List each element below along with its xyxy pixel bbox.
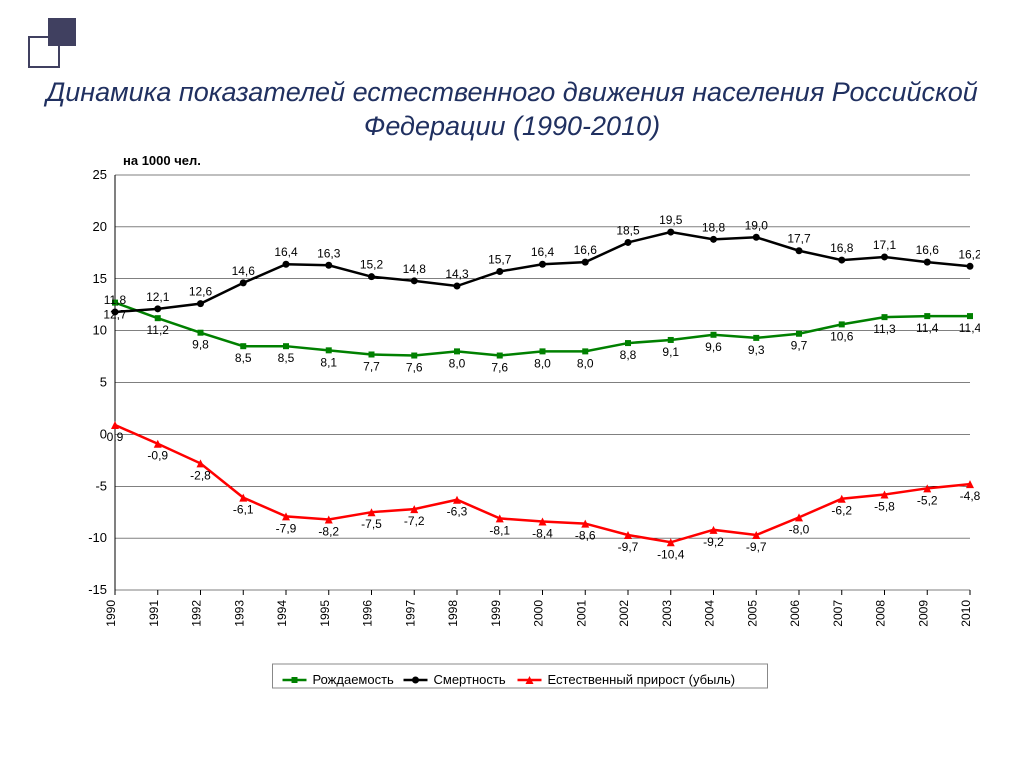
svg-text:7,7: 7,7: [363, 359, 380, 373]
svg-text:1997: 1997: [403, 600, 417, 627]
svg-text:9,1: 9,1: [662, 345, 679, 359]
svg-text:-6,1: -6,1: [233, 503, 254, 517]
svg-text:-5,2: -5,2: [917, 493, 938, 507]
svg-text:11,3: 11,3: [873, 322, 896, 336]
svg-text:17,1: 17,1: [873, 238, 897, 252]
svg-text:15: 15: [93, 271, 107, 286]
svg-text:14,8: 14,8: [403, 262, 427, 276]
svg-text:-2,8: -2,8: [190, 468, 211, 482]
svg-text:-8,4: -8,4: [532, 527, 553, 541]
svg-text:16,6: 16,6: [574, 243, 598, 257]
svg-text:16,4: 16,4: [274, 245, 298, 259]
svg-text:7,6: 7,6: [406, 361, 423, 375]
svg-text:12,6: 12,6: [189, 285, 213, 299]
svg-text:8,8: 8,8: [620, 348, 637, 362]
svg-text:-5,8: -5,8: [874, 500, 895, 514]
chart-title: Динамика показателей естественного движе…: [0, 76, 1024, 144]
svg-text:-10: -10: [88, 530, 107, 545]
svg-text:8,0: 8,0: [534, 356, 551, 370]
svg-text:18,5: 18,5: [616, 223, 640, 237]
svg-text:9,6: 9,6: [705, 340, 722, 354]
svg-text:1999: 1999: [489, 600, 503, 627]
svg-text:9,3: 9,3: [748, 343, 765, 357]
svg-text:2006: 2006: [788, 600, 802, 627]
svg-text:-6,2: -6,2: [831, 504, 852, 518]
svg-text:17,7: 17,7: [787, 232, 811, 246]
svg-text:2005: 2005: [745, 600, 759, 627]
svg-text:-6,3: -6,3: [447, 505, 468, 519]
svg-text:-8,2: -8,2: [318, 524, 339, 538]
line-chart: на 1000 чел.-15-10-505101520251990199119…: [60, 150, 980, 710]
svg-text:11,4: 11,4: [916, 321, 939, 335]
svg-text:1996: 1996: [361, 600, 375, 627]
svg-text:16,4: 16,4: [531, 245, 555, 259]
svg-text:8,0: 8,0: [577, 356, 594, 370]
svg-text:25: 25: [93, 167, 107, 182]
svg-text:-9,2: -9,2: [703, 535, 724, 549]
svg-text:2010: 2010: [959, 600, 973, 627]
svg-text:-8,1: -8,1: [489, 523, 510, 537]
svg-text:8,0: 8,0: [449, 356, 466, 370]
svg-text:1990: 1990: [104, 600, 118, 627]
svg-text:2004: 2004: [703, 600, 717, 627]
svg-text:-5: -5: [95, 478, 107, 493]
svg-text:18,8: 18,8: [702, 220, 726, 234]
svg-text:15,2: 15,2: [360, 258, 384, 272]
svg-text:14,3: 14,3: [445, 267, 469, 281]
svg-text:-7,5: -7,5: [361, 517, 382, 531]
svg-text:7,6: 7,6: [491, 361, 508, 375]
svg-text:-7,2: -7,2: [404, 514, 425, 528]
svg-text:16,2: 16,2: [958, 247, 980, 261]
svg-text:1998: 1998: [446, 600, 460, 627]
svg-text:Смертность: Смертность: [434, 672, 506, 687]
svg-text:1992: 1992: [190, 600, 204, 627]
svg-text:8,5: 8,5: [235, 351, 252, 365]
svg-text:2002: 2002: [617, 600, 631, 627]
svg-text:20: 20: [93, 219, 107, 234]
svg-text:-4,8: -4,8: [960, 489, 980, 503]
svg-text:8,1: 8,1: [320, 355, 337, 369]
svg-text:-7,9: -7,9: [276, 521, 297, 535]
svg-text:9,7: 9,7: [791, 339, 808, 353]
svg-text:-0,9: -0,9: [147, 449, 168, 463]
svg-text:19,5: 19,5: [659, 213, 683, 227]
svg-text:-8,0: -8,0: [789, 522, 810, 536]
svg-text:-9,7: -9,7: [618, 540, 639, 554]
svg-text:2009: 2009: [916, 600, 930, 627]
svg-text:1991: 1991: [147, 600, 161, 627]
svg-text:16,3: 16,3: [317, 246, 341, 260]
svg-text:-15: -15: [88, 582, 107, 597]
svg-text:9,8: 9,8: [192, 338, 209, 352]
svg-text:0,9: 0,9: [107, 430, 124, 444]
svg-text:2003: 2003: [660, 600, 674, 627]
svg-text:16,8: 16,8: [830, 241, 854, 255]
svg-text:14,6: 14,6: [232, 264, 256, 278]
svg-text:11,8: 11,8: [104, 293, 127, 307]
svg-text:2000: 2000: [532, 600, 546, 627]
svg-text:1993: 1993: [232, 600, 246, 627]
svg-text:на 1000 чел.: на 1000 чел.: [123, 153, 201, 168]
svg-text:8,5: 8,5: [278, 351, 295, 365]
svg-text:2001: 2001: [574, 600, 588, 627]
svg-text:10: 10: [93, 323, 107, 338]
svg-text:-9,7: -9,7: [746, 540, 767, 554]
svg-text:15,7: 15,7: [488, 252, 512, 266]
svg-text:-10,4: -10,4: [657, 547, 685, 561]
svg-text:2008: 2008: [874, 600, 888, 627]
chart-container: на 1000 чел.-15-10-505101520251990199119…: [60, 150, 980, 710]
svg-text:10,6: 10,6: [830, 329, 854, 343]
svg-text:11,2: 11,2: [147, 323, 170, 337]
svg-text:Естественный прирост (убыль): Естественный прирост (убыль): [548, 672, 736, 687]
svg-text:16,6: 16,6: [916, 243, 940, 257]
svg-text:2007: 2007: [831, 600, 845, 627]
svg-text:12,1: 12,1: [146, 290, 170, 304]
svg-text:11,4: 11,4: [959, 321, 980, 335]
svg-text:Рождаемость: Рождаемость: [313, 672, 395, 687]
svg-text:5: 5: [100, 375, 107, 390]
svg-text:1995: 1995: [318, 600, 332, 627]
svg-text:-8,6: -8,6: [575, 529, 596, 543]
svg-text:19,0: 19,0: [745, 218, 769, 232]
svg-text:1994: 1994: [275, 600, 289, 627]
